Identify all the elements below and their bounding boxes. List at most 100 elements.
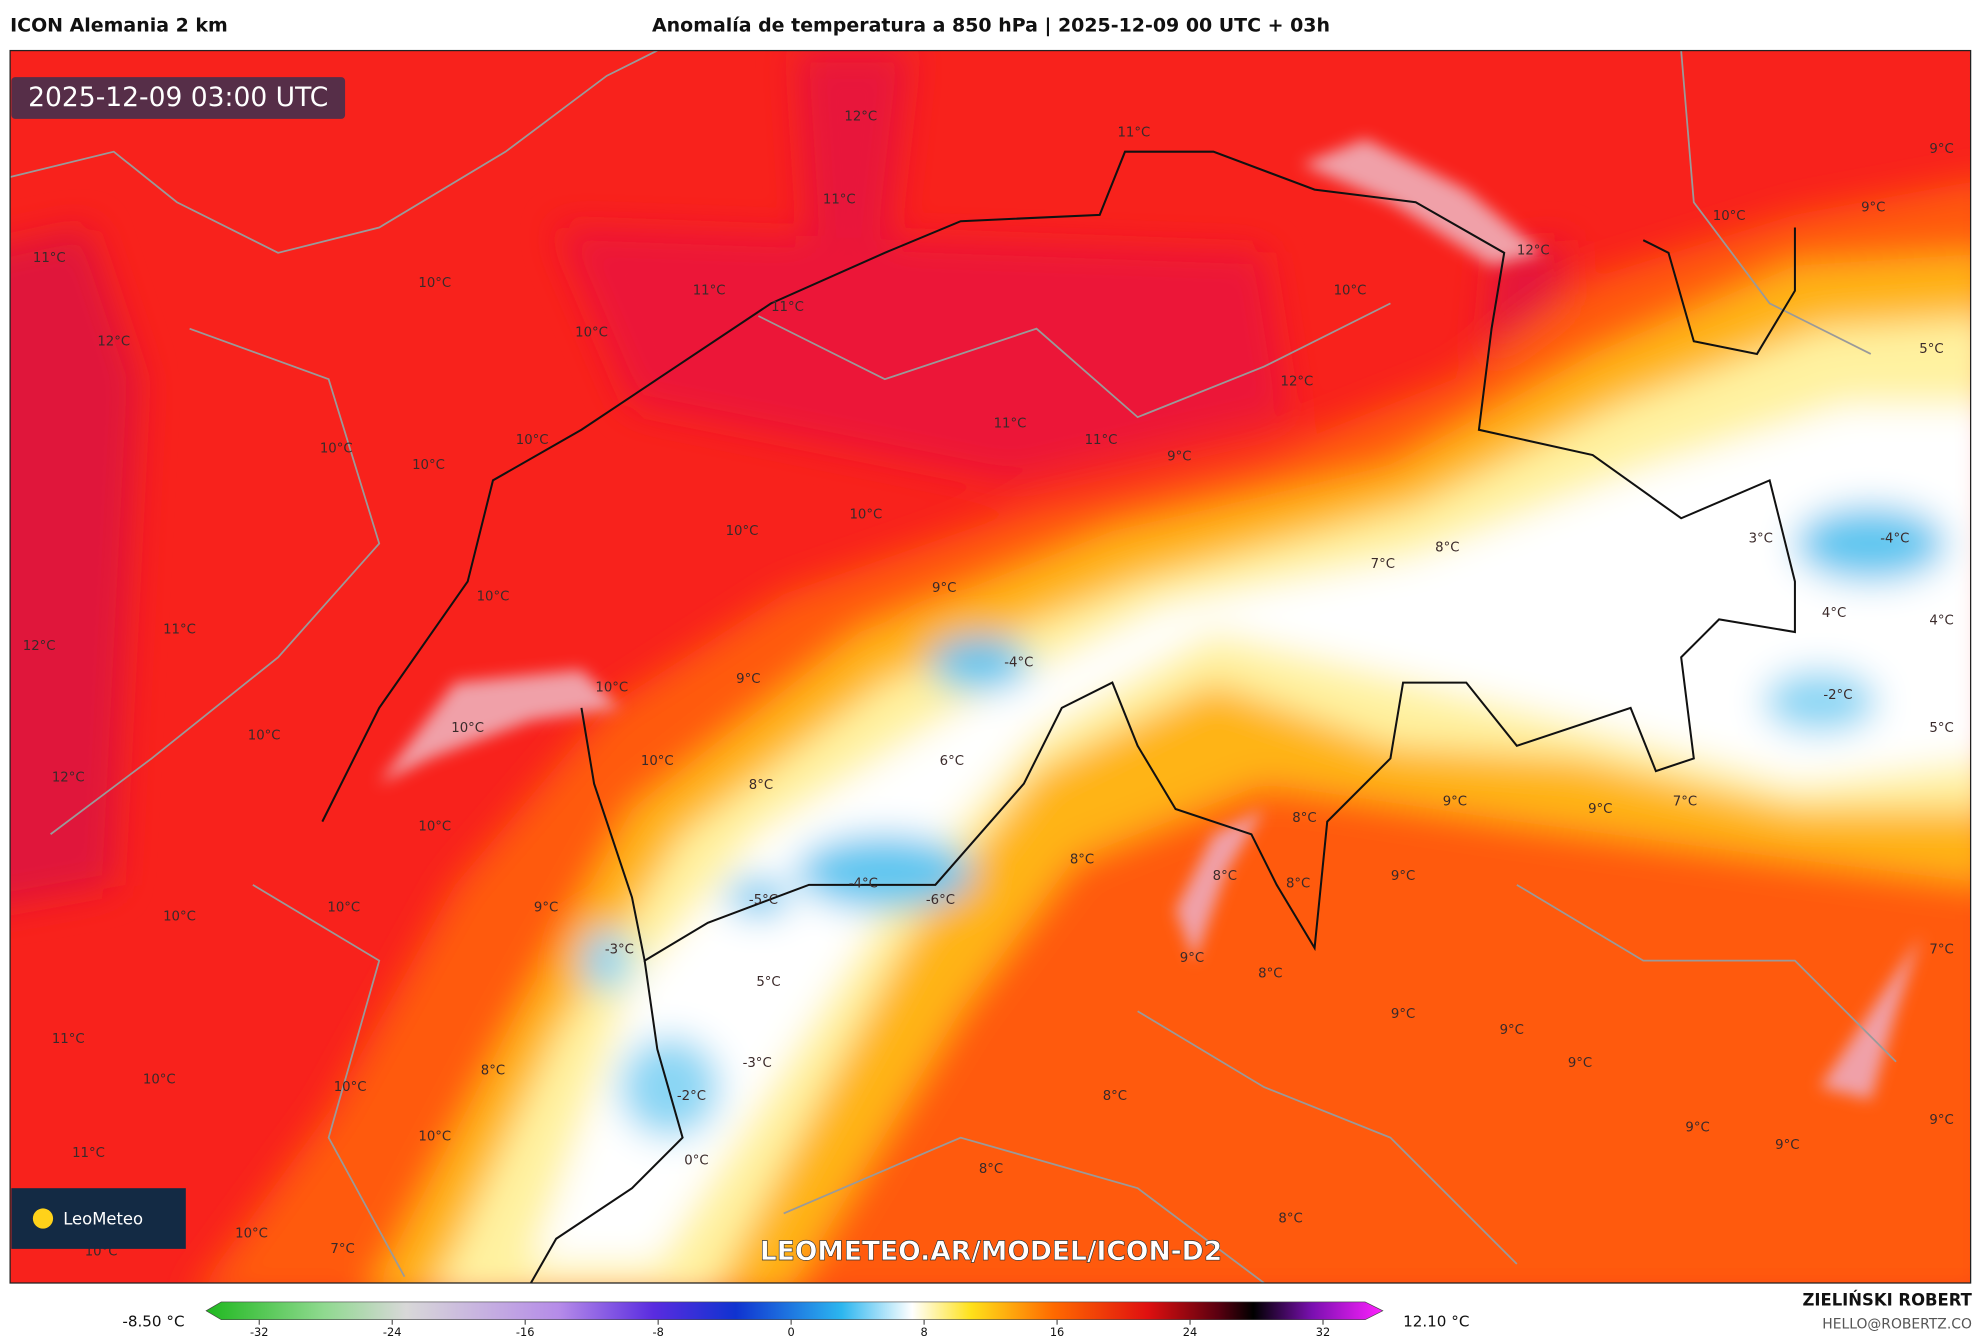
temperature-label: 8°C: [979, 1162, 1003, 1177]
map: 12°C 11°C 9°C 11°C 9°C 10°C 11°C 10°C 12°C 11°C 11…: [10, 50, 1971, 1283]
lakes: [379, 139, 1922, 1100]
temperature-label: 9°C: [1443, 794, 1467, 809]
temperature-label: 8°C: [1278, 1212, 1302, 1227]
temperature-label: 8°C: [1292, 811, 1316, 826]
timestamp-badge: [11, 77, 346, 119]
temperature-label: 8°C: [481, 1064, 505, 1079]
colorbar-tick-label: 8: [920, 1325, 927, 1339]
temperature-label: 11°C: [33, 251, 66, 266]
temperature-label: 10°C: [418, 820, 451, 835]
temperature-label: 10°C: [516, 433, 549, 448]
colorbar-min: -8.50 °C: [122, 1313, 184, 1331]
temperature-label: -6°C: [926, 893, 955, 908]
temperature-label: 10°C: [235, 1227, 268, 1242]
temperature-label: 11°C: [823, 193, 856, 208]
temperature-label: 12°C: [1281, 375, 1314, 390]
temperature-label: 10°C: [327, 901, 360, 916]
temperature-label: 9°C: [1929, 142, 1953, 157]
temperature-label: 4°C: [1929, 614, 1953, 629]
temperature-label: 5°C: [1929, 721, 1953, 736]
temperature-label: -4°C: [1004, 655, 1033, 670]
temperature-label: 10°C: [418, 276, 451, 291]
country-borders: [321, 150, 1796, 1283]
temperature-label: 12°C: [52, 770, 85, 785]
temperature-label: 10°C: [849, 507, 882, 522]
temperature-label: 12°C: [844, 109, 877, 124]
temperature-label: 11°C: [994, 416, 1027, 431]
region-borders: [10, 50, 1897, 1283]
colorbar-tick-label: 16: [1050, 1325, 1064, 1339]
temperature-label: 10°C: [163, 909, 196, 924]
temperature-label: 9°C: [534, 901, 558, 916]
temperature-label: 9°C: [1500, 1023, 1524, 1038]
temperature-label: 9°C: [1391, 1007, 1415, 1022]
temperature-label: 7°C: [330, 1242, 354, 1257]
temperature-label: 8°C: [749, 778, 773, 793]
temperature-label: 10°C: [595, 681, 628, 696]
temperature-label: 10°C: [412, 458, 445, 473]
temperature-field: [10, 50, 1971, 1283]
temperature-label: 9°C: [1167, 449, 1191, 464]
colorbar-tick-label: 32: [1316, 1325, 1330, 1339]
temperature-label: -3°C: [605, 942, 634, 957]
map-title: Anomalía de temperatura a 850 hPa | 2025…: [652, 15, 1330, 37]
temperature-label: 3°C: [1749, 531, 1773, 546]
temperature-label: 9°C: [1775, 1138, 1799, 1153]
logo-sun: [32, 1208, 54, 1229]
temperature-label: 11°C: [1085, 433, 1118, 448]
temperature-label: 12°C: [97, 334, 130, 349]
colorbar-tick-label: -32: [250, 1325, 269, 1339]
temperature-label: -2°C: [677, 1089, 706, 1104]
temperature-label: 10°C: [1334, 284, 1367, 299]
temperature-label: 9°C: [1588, 802, 1612, 817]
watermark: LEOMETEO.AR/MODEL/ICON-D2: [760, 1236, 1222, 1267]
temperature-label: 4°C: [1822, 606, 1846, 621]
temperature-label: 10°C: [641, 754, 674, 769]
temperature-label: 12°C: [1517, 243, 1550, 258]
temperature-label: 12°C: [23, 639, 56, 654]
temperature-label: 9°C: [1180, 951, 1204, 966]
temperature-label: 7°C: [1929, 942, 1953, 957]
temperature-label: 9°C: [1861, 200, 1885, 215]
map-frame: [9, 49, 1972, 1284]
temperature-label: -3°C: [743, 1056, 772, 1071]
email: HELLO@ROBERTZ.CO: [1822, 1317, 1972, 1333]
temperature-label: 11°C: [163, 622, 196, 637]
temperature-label: 11°C: [693, 284, 726, 299]
colorbar-ramp: [205, 1301, 1384, 1320]
temperature-labels: 12°C 11°C 9°C 11°C 9°C 10°C 11°C 10°C 12°C 11°C 11…: [23, 109, 1954, 1259]
temperature-label: 8°C: [1213, 869, 1237, 884]
temperature-label: 9°C: [736, 672, 760, 687]
colorbar-tick-label: -24: [383, 1325, 402, 1339]
model-name: ICON Alemania 2 km: [10, 15, 228, 37]
colorbar-tick-label: -16: [516, 1325, 535, 1339]
colorbar-tick-label: -8: [652, 1325, 663, 1339]
temperature-label: 7°C: [1371, 557, 1395, 572]
temperature-label: -5°C: [749, 893, 778, 908]
timestamp: 2025-12-09 03:00 UTC: [28, 82, 328, 113]
temperature-label: 5°C: [1919, 342, 1943, 357]
temperature-label: 10°C: [418, 1129, 451, 1144]
logo-text: LeoMeteo: [63, 1209, 143, 1228]
temperature-label: -4°C: [1880, 531, 1909, 546]
temperature-label: 10°C: [143, 1072, 176, 1087]
colorbar-max: 12.10 °C: [1403, 1313, 1469, 1331]
temperature-label: 11°C: [72, 1146, 105, 1161]
author: ZIELIŃSKI ROBERT: [1802, 1291, 1972, 1310]
temperature-label: 10°C: [1713, 209, 1746, 224]
temperature-label: 11°C: [771, 300, 804, 315]
temperature-label: 10°C: [320, 442, 353, 457]
temperature-label: 9°C: [1685, 1121, 1709, 1136]
temperature-label: 10°C: [575, 325, 608, 340]
temperature-label: 8°C: [1258, 966, 1282, 981]
temperature-label: 9°C: [1391, 869, 1415, 884]
temperature-label: 8°C: [1070, 853, 1094, 868]
temperature-label: 10°C: [334, 1080, 367, 1095]
temperature-label: 9°C: [932, 581, 956, 596]
colorbar: -8.50 °C 12.10 °C -32 -24 -16 -8 0 8 16 24 32: [122, 1301, 1469, 1339]
temperature-label: 9°C: [1568, 1056, 1592, 1071]
temperature-label: 11°C: [1117, 126, 1150, 141]
colorbar-tick-label: 24: [1183, 1325, 1197, 1339]
temperature-label: 10°C: [726, 524, 759, 539]
temperature-label: 11°C: [52, 1032, 85, 1047]
